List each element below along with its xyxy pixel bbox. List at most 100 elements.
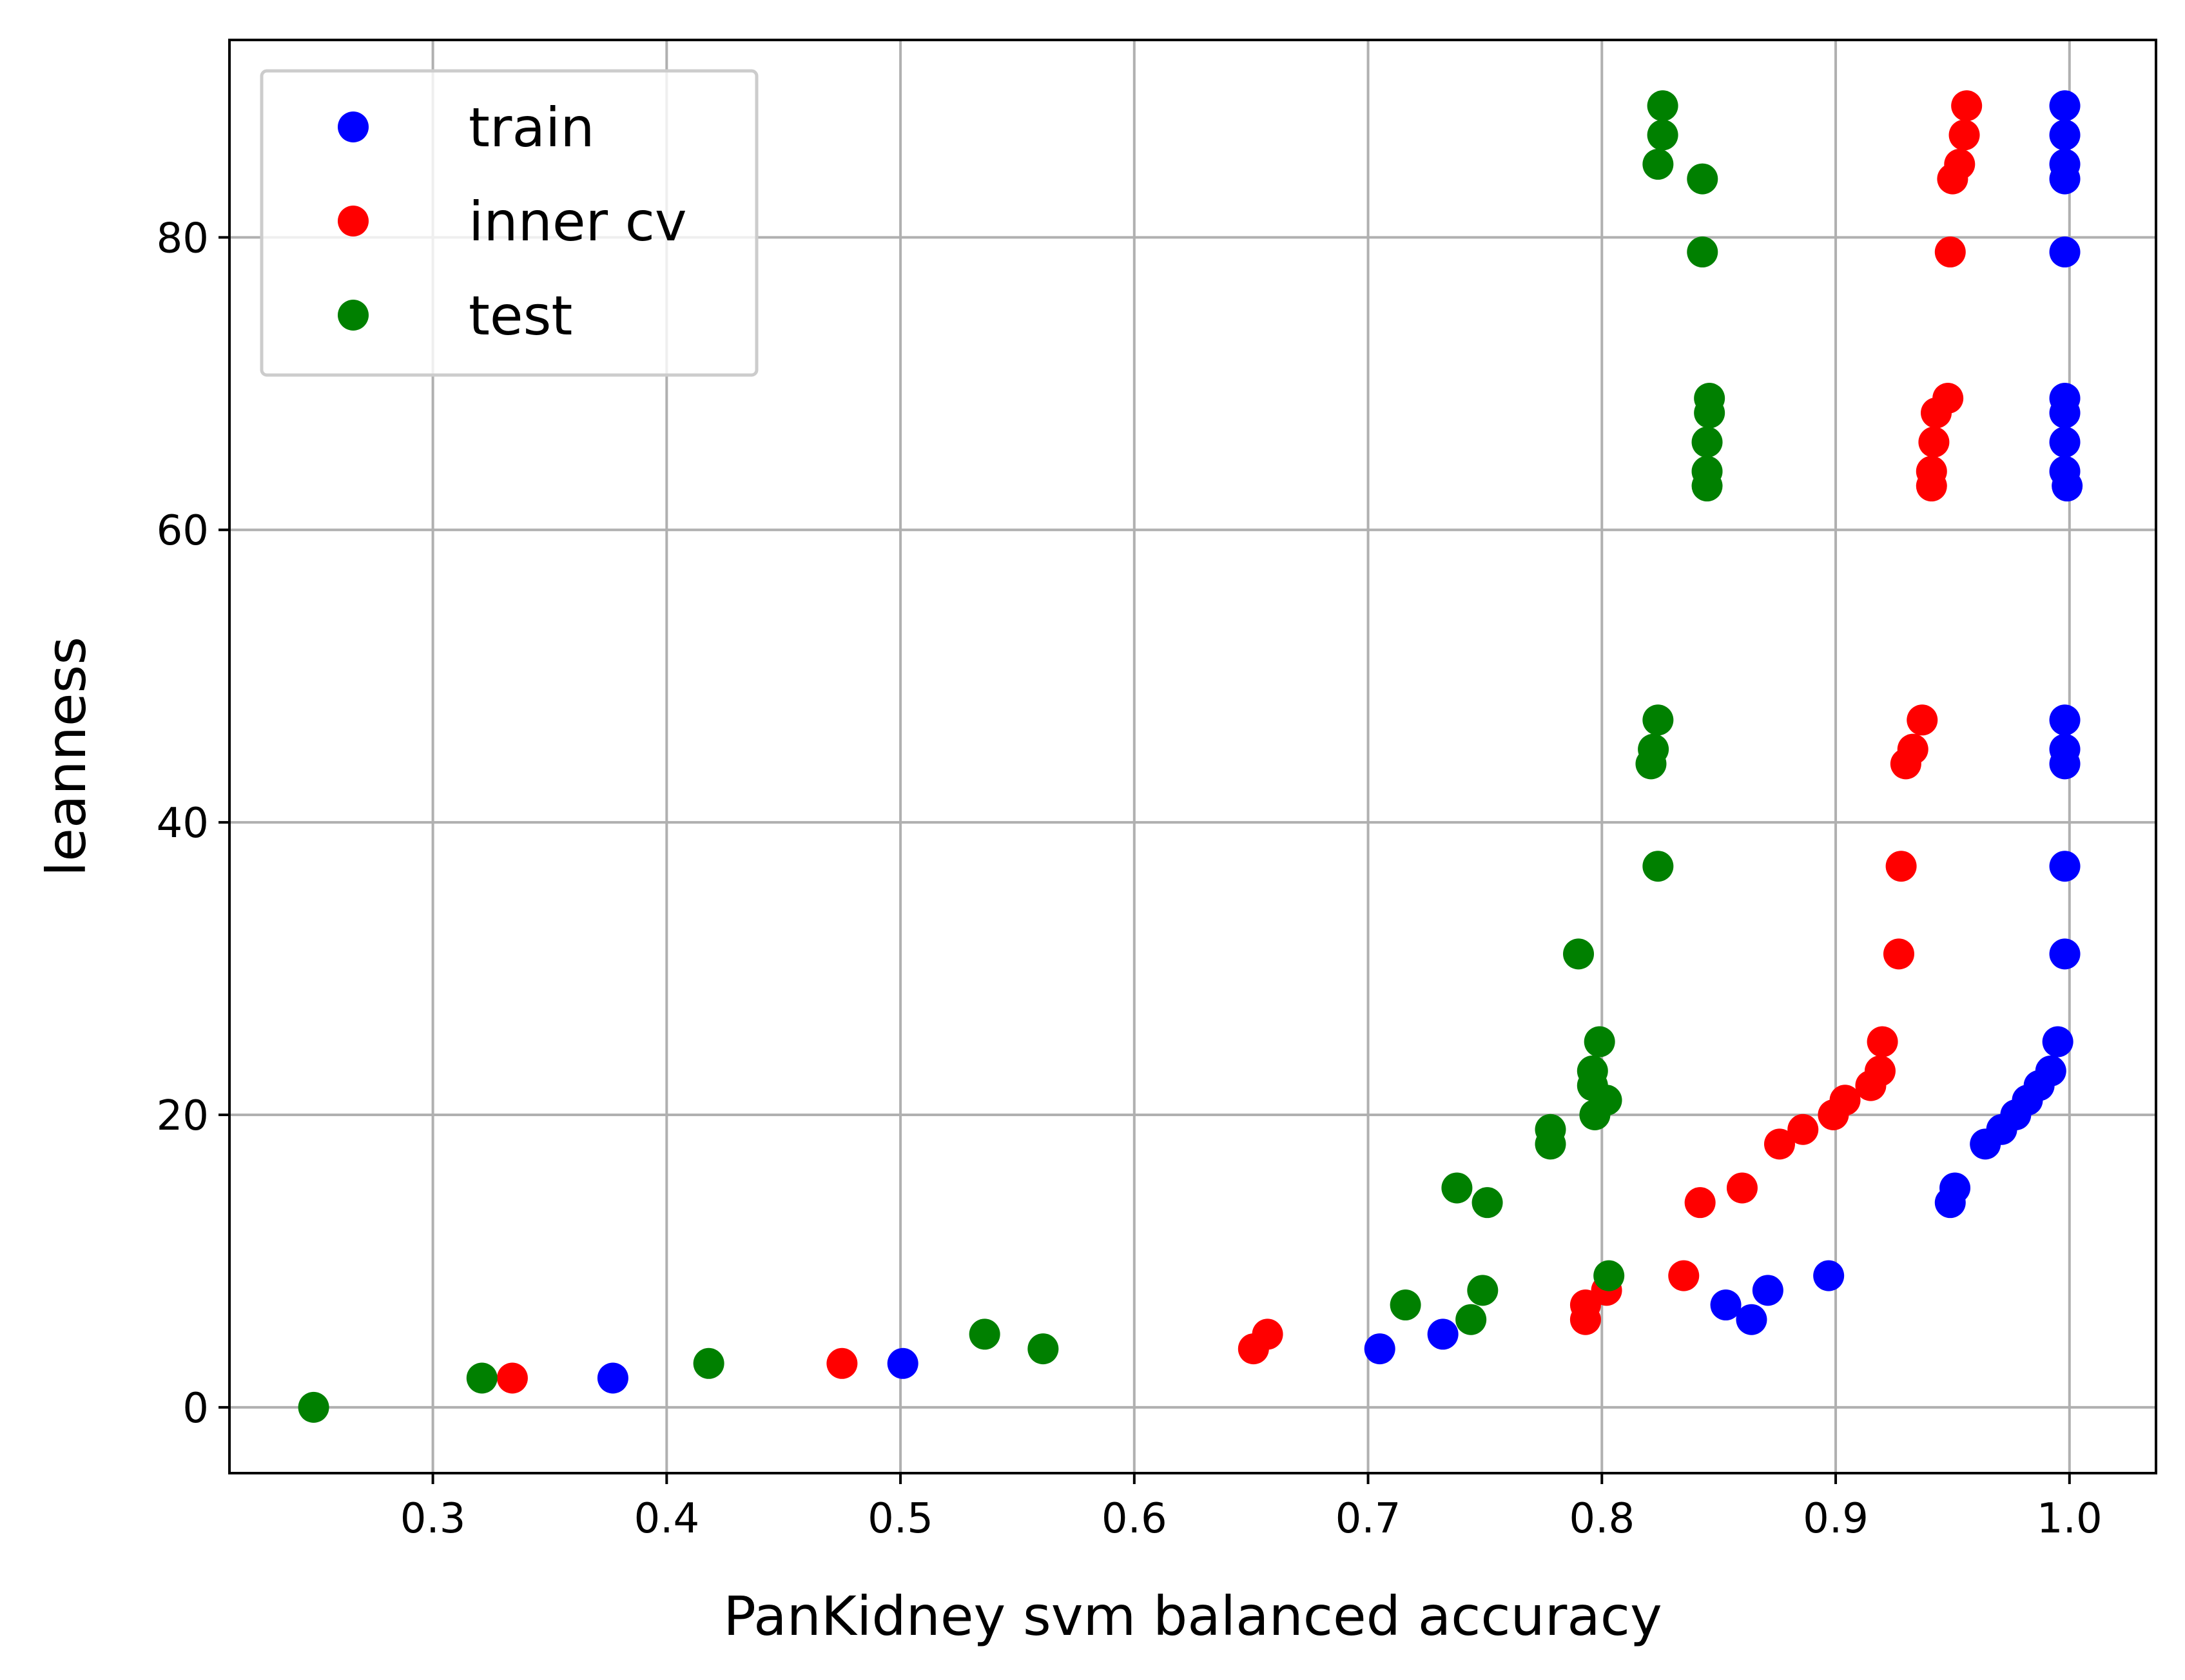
axis-ticks [218,236,2071,1484]
x-tick-label: 0.3 [400,1495,466,1543]
x-tick-label: 0.6 [1102,1495,1167,1543]
data-point [1535,1114,1566,1145]
legend-item: train [338,96,595,159]
data-point [2049,938,2081,970]
x-tick-label: 0.5 [868,1495,933,1543]
x-tick-label: 0.4 [634,1495,699,1543]
data-point [826,1347,858,1379]
legend-marker [338,111,369,142]
y-tick-label: 0 [182,1385,209,1433]
x-tick-label: 1.0 [2037,1495,2102,1543]
data-point [1668,1260,1700,1291]
data-point [496,1362,528,1394]
y-tick-label: 20 [157,1092,209,1140]
data-point [2049,456,2081,487]
data-point [1932,383,1964,414]
data-point [1867,1026,1898,1057]
legend-label: inner cv [469,190,687,253]
data-point [2049,851,2081,882]
data-point [1691,456,1723,487]
data-point [1642,148,1674,180]
data-point [2049,90,2081,122]
data-point [1684,1187,1716,1219]
data-point [1885,851,1917,882]
plot-frame [228,39,2157,1474]
data-point [466,1362,498,1394]
data-point [693,1347,724,1379]
data-point [1390,1289,1421,1321]
series-train [597,90,2083,1394]
data-point [1441,1172,1473,1204]
legend-label: test [469,284,572,347]
data-point [1710,1289,1742,1321]
legend: train inner cv test [260,69,759,377]
y-tick-label: 80 [157,215,209,262]
data-point [1916,456,1947,487]
data-point [2049,704,2081,736]
data-point [1577,1055,1608,1086]
data-point [1647,90,1678,122]
legend-label: train [469,96,595,159]
data-point [1687,237,1718,268]
x-tick-label: 0.9 [1803,1495,1869,1543]
data-point [969,1318,1000,1350]
data-point [1467,1275,1499,1306]
data-point [1829,1085,1861,1116]
data-point [1642,704,1674,736]
data-point [1726,1172,1758,1204]
series-inner-cv [496,90,1983,1394]
data-point [1593,1260,1625,1291]
data-point [1691,427,1723,458]
data-point [1948,119,1980,151]
data-point [1944,148,1976,180]
data-point [2049,383,2081,414]
data-point [1883,938,1914,970]
x-tick-label: 0.7 [1335,1495,1401,1543]
data-point [1763,1128,1795,1160]
data-point [2049,427,2081,458]
data-point [1934,237,1966,268]
data-point [2049,119,2081,151]
x-axis-label: PanKidney svm balanced accuracy [723,1585,1662,1648]
data-point [2049,237,2081,268]
y-tick-label: 40 [157,800,209,847]
data-point [887,1347,918,1379]
data-point [1364,1333,1395,1365]
data-point [2042,1026,2073,1057]
data-point [1897,733,1928,765]
data-point [1471,1187,1503,1219]
y-axis-label: leanness [35,637,98,876]
data-point [2049,148,2081,180]
data-point [1787,1114,1819,1145]
legend-item: test [338,284,572,347]
data-point [1813,1260,1845,1291]
series-test [298,90,1725,1423]
tick-labels: 0.3 0.4 0.5 0.6 0.7 0.8 0.9 1.0 0 20 40 60 80 [157,215,2102,1543]
legend-marker [338,300,369,331]
data-point [1918,427,1950,458]
data-point [1642,851,1674,882]
data-point [1638,733,1669,765]
legend-item: inner cv [338,190,687,253]
data-point [1647,119,1678,151]
data-point [1252,1318,1283,1350]
data-point [2049,733,2081,765]
data-points [298,90,2083,1423]
y-tick-label: 60 [157,507,209,555]
data-point [1455,1304,1487,1335]
x-tick-label: 0.8 [1569,1495,1635,1543]
data-point [1736,1304,1767,1335]
data-point [1584,1026,1615,1057]
legend-marker [338,206,369,237]
data-point [298,1391,329,1423]
data-point [1694,383,1725,414]
data-point [1427,1318,1459,1350]
data-point [1951,90,1983,122]
legend-items: train inner cv test [338,96,687,347]
legend-box [260,69,759,377]
data-point [2035,1055,2066,1086]
data-point [1027,1333,1059,1365]
data-point [1864,1055,1896,1086]
data-point [1687,163,1718,195]
